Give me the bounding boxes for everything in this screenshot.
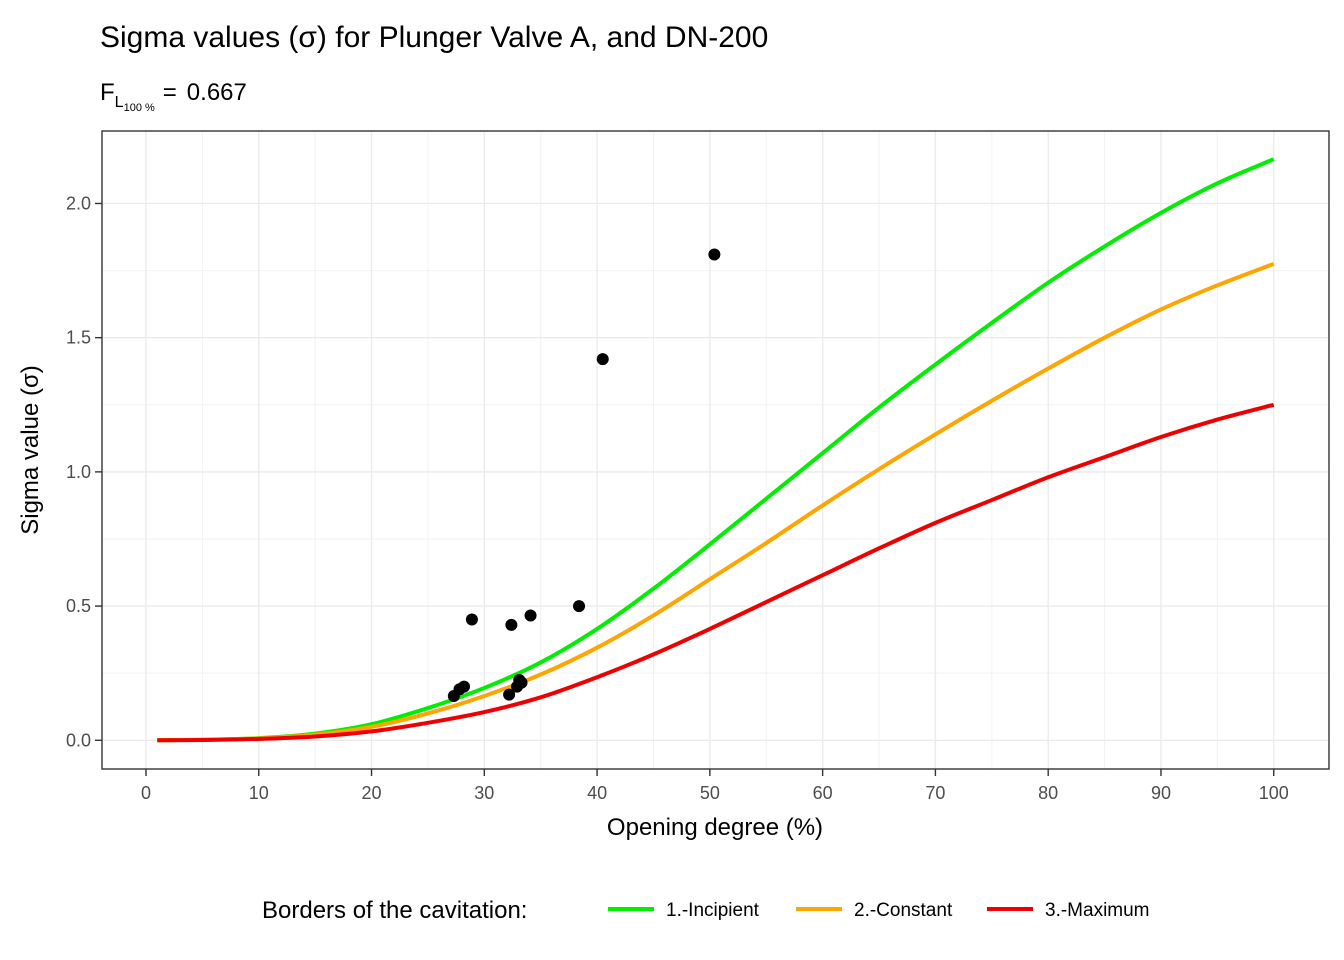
legend-label-3: 3.-Maximum — [1045, 900, 1150, 921]
y-tick-label: 1.5 — [66, 328, 91, 348]
y-tick-label: 0.5 — [66, 596, 91, 616]
legend-label-2: 2.-Constant — [854, 900, 953, 921]
data-point — [573, 600, 586, 613]
y-axis-title: Sigma value (σ) — [17, 365, 44, 535]
legend-title: Borders of the cavitation: — [262, 897, 527, 924]
data-point — [458, 680, 471, 693]
subtitle-subsubscript: 100 % — [124, 102, 155, 114]
data-point — [465, 613, 478, 626]
x-tick-label: 20 — [362, 783, 382, 803]
subtitle-value: 0.667 — [187, 79, 247, 106]
y-tick-label: 1.0 — [66, 462, 91, 482]
series-line-1 — [157, 157, 1275, 743]
grid-major — [102, 131, 1329, 769]
subtitle-subscript: L — [115, 94, 124, 111]
x-tick-label: 10 — [249, 783, 269, 803]
x-axis-title: Opening degree (%) — [607, 814, 823, 841]
legend: Borders of the cavitation: 1.-Incipient 2… — [262, 897, 1150, 924]
y-tick-label: 2.0 — [66, 193, 91, 213]
data-points — [447, 248, 721, 702]
data-point — [505, 618, 518, 631]
data-point — [503, 688, 516, 701]
series-lines — [157, 157, 1275, 743]
chart-title: Sigma values (σ) for Plunger Valve A, an… — [100, 21, 768, 54]
data-point — [708, 248, 721, 261]
x-tick-label: 80 — [1038, 783, 1058, 803]
x-tick-label: 50 — [700, 783, 720, 803]
legend-items: 1.-Incipient 2.-Constant 3.-Maximum — [608, 900, 1150, 921]
x-tick-label: 100 — [1259, 783, 1289, 803]
data-point — [596, 353, 609, 366]
x-tick-label: 0 — [141, 783, 151, 803]
data-point — [524, 609, 537, 622]
x-tick-label: 30 — [474, 783, 494, 803]
x-tick-label: 70 — [925, 783, 945, 803]
x-tick-label: 60 — [813, 783, 833, 803]
chart-subtitle: FL100 % = 0.667 — [100, 79, 247, 114]
x-axis-ticks: 0 10 20 30 40 50 60 70 80 90 100 — [141, 769, 1289, 803]
subtitle-equals: = — [163, 79, 177, 106]
x-tick-label: 90 — [1151, 783, 1171, 803]
x-tick-label: 40 — [587, 783, 607, 803]
series-line-2 — [157, 261, 1275, 743]
panel-border — [101, 130, 1330, 770]
series-line-3 — [157, 402, 1275, 743]
y-tick-label: 0.0 — [66, 730, 91, 750]
subtitle-label: F — [100, 79, 115, 106]
data-point — [515, 676, 528, 689]
y-axis-ticks: 0.0 0.5 1.0 1.5 2.0 — [66, 193, 102, 750]
grid-minor — [102, 131, 1329, 769]
legend-label-1: 1.-Incipient — [666, 900, 760, 921]
